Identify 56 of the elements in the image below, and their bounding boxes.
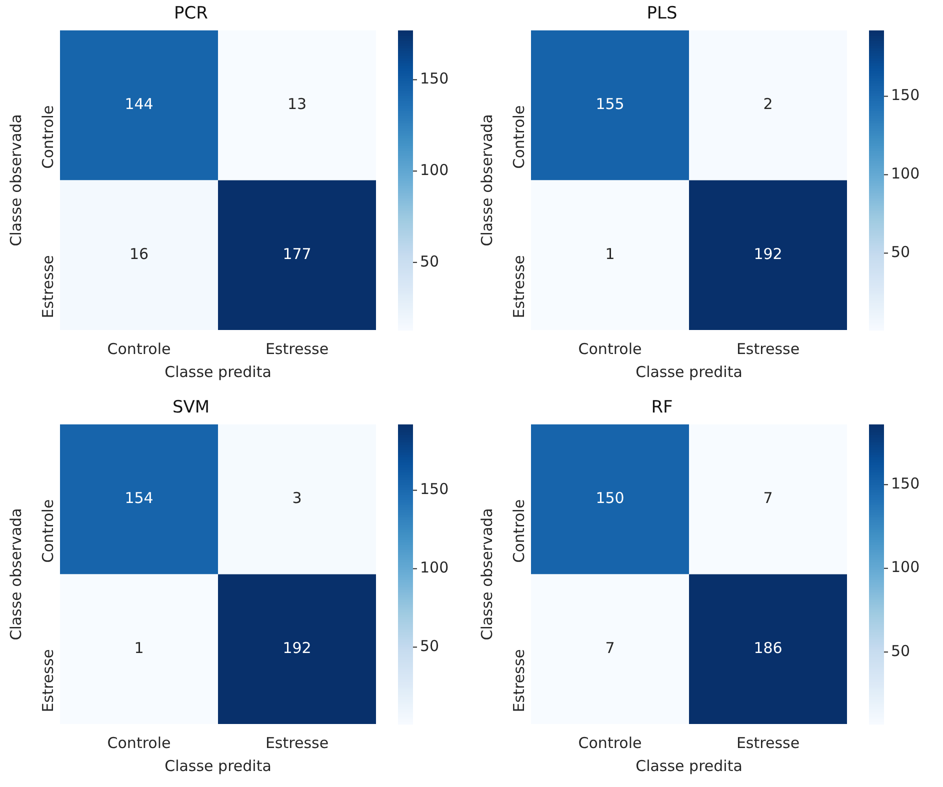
data-label: 150 bbox=[596, 489, 624, 508]
y-axis-title: Classe observada bbox=[6, 508, 25, 640]
chart-title: RF bbox=[651, 398, 673, 418]
x-axis-title: Classe predita bbox=[636, 362, 742, 381]
x-tick-label: Controle bbox=[578, 340, 642, 358]
x-tick-label: Estresse bbox=[736, 340, 800, 358]
data-label: 154 bbox=[124, 489, 154, 508]
y-axis-title: Classe observada bbox=[478, 508, 496, 640]
y-axis-title: Classe observada bbox=[478, 114, 496, 246]
y-axis-title: Classe observada bbox=[6, 114, 25, 246]
color-bar-label: 100 bbox=[420, 558, 449, 577]
data-label: 186 bbox=[754, 638, 782, 657]
y-tick-label: Controle bbox=[510, 499, 528, 563]
color-bar-label: 100 bbox=[891, 558, 920, 576]
x-axis-title: Classe predita bbox=[636, 756, 742, 775]
color-bar-label: 50 bbox=[891, 243, 910, 262]
data-label: 144 bbox=[124, 95, 154, 114]
color-bar-label: 150 bbox=[420, 70, 449, 88]
chart-title: SVM bbox=[172, 398, 210, 418]
data-label: 192 bbox=[282, 638, 312, 657]
data-label: 192 bbox=[754, 244, 782, 263]
data-label: 155 bbox=[596, 95, 624, 114]
data-label: 13 bbox=[287, 95, 307, 114]
color-bar-label: 150 bbox=[891, 86, 920, 104]
x-tick-label: Estresse bbox=[265, 340, 329, 358]
y-tick-label: Controle bbox=[38, 105, 57, 169]
x-axis-title: Classe predita bbox=[164, 756, 272, 775]
x-tick-label: Controle bbox=[578, 734, 642, 752]
color-bar-label: 50 bbox=[891, 642, 910, 660]
x-tick-label: Estresse bbox=[265, 734, 329, 752]
chart-title: PLS bbox=[646, 4, 678, 24]
data-label: 7 bbox=[605, 638, 615, 657]
data-label: 177 bbox=[282, 244, 312, 263]
y-tick-label: Estresse bbox=[510, 255, 528, 318]
y-tick-label: Controle bbox=[510, 105, 528, 169]
color-bar-label: 50 bbox=[420, 637, 440, 656]
x-tick-label: Controle bbox=[107, 340, 171, 358]
y-tick-label: Estresse bbox=[38, 255, 57, 318]
color-bar-label: 50 bbox=[420, 252, 440, 270]
color-bar-label: 100 bbox=[420, 160, 449, 179]
color-bar-label: 100 bbox=[891, 164, 920, 183]
data-label: 16 bbox=[129, 244, 149, 263]
x-tick-label: Controle bbox=[107, 734, 171, 752]
data-label: 1 bbox=[134, 638, 144, 657]
color-bar-label: 150 bbox=[420, 480, 449, 498]
data-label: 3 bbox=[292, 489, 302, 508]
data-label: 1 bbox=[605, 244, 615, 263]
color-bar-label: 150 bbox=[891, 474, 920, 493]
chart-title: PCR bbox=[174, 4, 208, 24]
y-tick-label: Estresse bbox=[510, 649, 528, 712]
y-tick-label: Controle bbox=[38, 499, 57, 563]
x-axis-title: Classe predita bbox=[164, 362, 272, 381]
data-label: 2 bbox=[763, 95, 773, 114]
x-tick-label: Estresse bbox=[736, 734, 800, 752]
data-label: 7 bbox=[763, 489, 773, 508]
y-tick-label: Estresse bbox=[38, 649, 57, 712]
